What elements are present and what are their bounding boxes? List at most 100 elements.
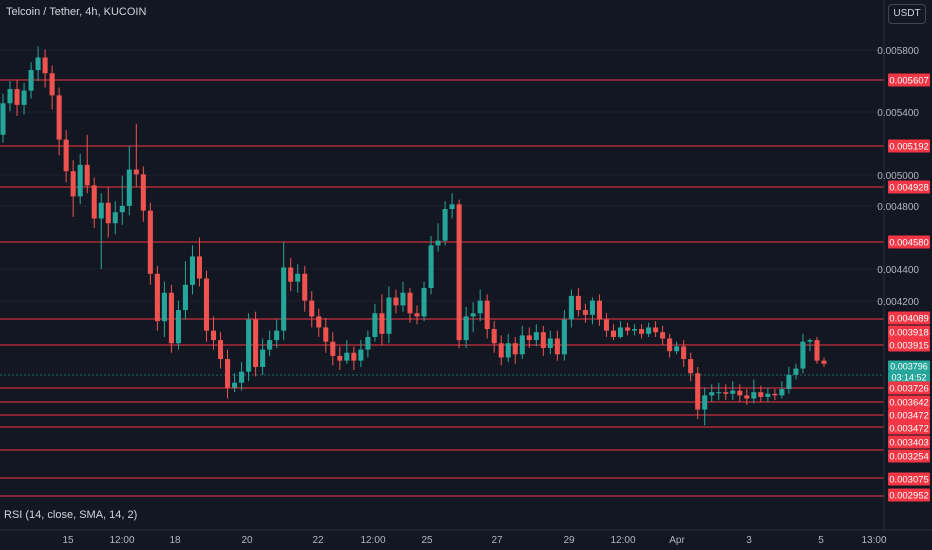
time-tick-label: 12:00 — [360, 535, 385, 546]
time-tick-label: Apr — [669, 535, 685, 546]
candle-body — [351, 352, 357, 361]
candle-body — [218, 340, 224, 360]
candle-body — [477, 300, 483, 314]
rsi-indicator-label[interactable]: RSI (14, close, SMA, 14, 2) — [4, 509, 138, 521]
level-price-text: 0.003726 — [889, 384, 929, 395]
chart-title: Telcoin / Tether, 4h, KUCOIN — [6, 6, 147, 18]
candle-body — [617, 327, 624, 337]
candle-body — [147, 210, 153, 274]
candle-body — [547, 338, 553, 348]
time-tick-label: 15 — [62, 535, 74, 546]
candle-body — [112, 212, 118, 224]
current-price-text: 0.003796 — [890, 362, 928, 372]
candle-body — [14, 89, 20, 105]
level-price-text: 0.002952 — [889, 491, 929, 502]
level-price-text: 0.003918 — [889, 328, 929, 339]
candle-body — [119, 205, 125, 213]
price-tick-label: 0.004200 — [877, 297, 919, 308]
level-price-label — [888, 421, 930, 435]
current-price-label — [888, 371, 930, 383]
candle-body — [42, 57, 48, 74]
candle-body — [512, 343, 518, 355]
candle-body — [596, 300, 602, 320]
candle-body — [225, 359, 231, 388]
currency-button[interactable]: USDT — [888, 4, 926, 24]
candle-body — [674, 346, 680, 352]
candle-body — [589, 300, 595, 315]
candle-body — [56, 95, 62, 140]
candle-body — [709, 392, 715, 396]
level-price-label — [888, 488, 930, 502]
candle-body — [702, 395, 708, 410]
candle-body — [751, 392, 757, 399]
level-price-text: 0.003254 — [889, 452, 929, 463]
candle-body — [526, 335, 532, 341]
level-price-label — [888, 235, 930, 249]
candle-body — [21, 90, 27, 105]
candle-body — [772, 393, 778, 396]
candle-body — [653, 327, 659, 333]
level-price-text: 0.004928 — [889, 183, 929, 194]
candle-body — [140, 174, 146, 211]
level-price-label — [888, 381, 930, 395]
candle-body — [302, 273, 308, 301]
candle-body — [379, 313, 385, 334]
candle-body — [786, 374, 792, 390]
candle-body — [723, 392, 729, 394]
candle-body — [667, 338, 673, 352]
level-price-label — [888, 73, 930, 87]
price-tick-label: 0.005800 — [877, 46, 919, 57]
candles — [0, 46, 827, 426]
candle-body — [730, 390, 736, 394]
candle-body — [800, 341, 806, 369]
candle-body — [561, 319, 567, 355]
candle-body — [758, 392, 764, 397]
level-price-text: 0.004089 — [889, 314, 929, 325]
candle-body — [807, 340, 813, 342]
candle-body — [533, 332, 539, 341]
candle-body — [428, 245, 434, 288]
candle-body — [365, 336, 371, 350]
candle-body — [28, 70, 34, 91]
candle-body — [414, 313, 420, 317]
candle-body — [442, 209, 448, 241]
candle-body — [337, 355, 343, 361]
time-tick-label: 25 — [421, 535, 433, 546]
candle-body — [203, 278, 210, 331]
level-price-label — [888, 472, 930, 486]
candle-body — [189, 256, 195, 285]
level-price-label — [888, 435, 930, 449]
level-price-label — [888, 180, 930, 194]
candle-body — [568, 295, 574, 320]
candle-body — [610, 330, 617, 337]
candle-body — [330, 341, 336, 356]
candle-body — [632, 329, 638, 331]
level-price-text: 0.003915 — [889, 341, 929, 352]
candle-body — [77, 164, 83, 197]
candle-body — [288, 267, 294, 282]
price-tick-label: 0.004800 — [877, 202, 919, 213]
candle-body — [0, 103, 6, 135]
candle-body — [400, 292, 406, 306]
candle-body — [84, 164, 90, 186]
candle-body — [260, 349, 266, 367]
level-price-text: 0.005607 — [889, 76, 929, 87]
price-level-labels: 0.005607 0.005192 0.004928 0.004580 0.004089… — [888, 73, 930, 502]
candle-body — [470, 313, 476, 317]
candle-body — [63, 139, 69, 172]
time-tick-label: 5 — [818, 535, 824, 546]
level-price-text: 0.003403 — [889, 438, 929, 449]
candle-body — [519, 335, 525, 355]
level-price-label — [888, 139, 930, 153]
candle-body — [765, 393, 771, 397]
candle-body — [49, 73, 55, 96]
candle-body — [210, 330, 217, 341]
time-tick-label: 22 — [312, 535, 324, 546]
candle-body — [161, 292, 167, 322]
candle-body — [639, 329, 645, 334]
candle-body — [540, 332, 546, 348]
candle-body — [133, 169, 139, 175]
candle-body — [491, 329, 497, 344]
